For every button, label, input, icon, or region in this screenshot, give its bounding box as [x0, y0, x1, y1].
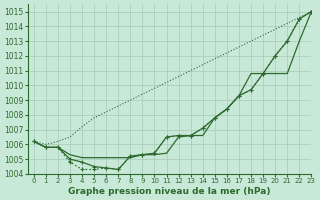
X-axis label: Graphe pression niveau de la mer (hPa): Graphe pression niveau de la mer (hPa): [68, 187, 271, 196]
